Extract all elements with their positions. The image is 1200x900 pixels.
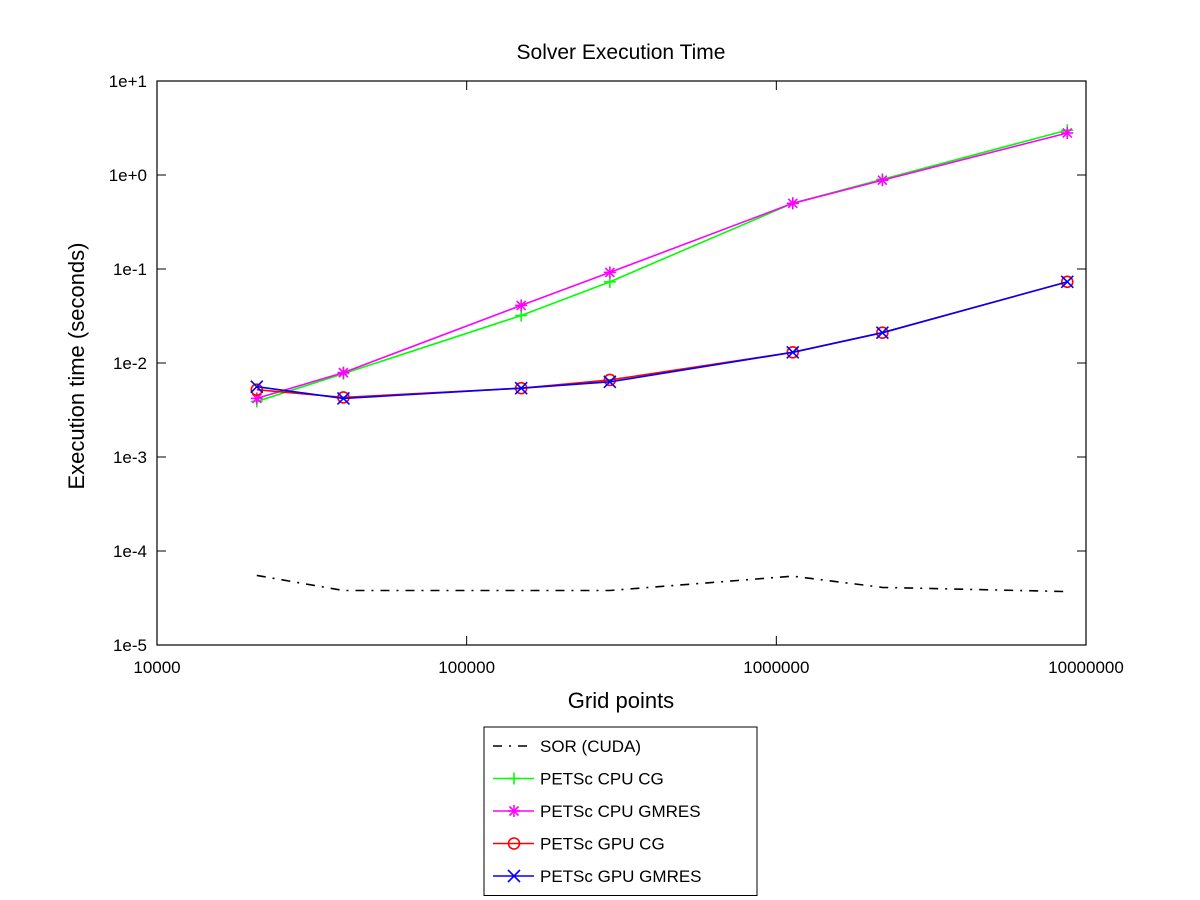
y-tick-label: 1e-2 [113, 354, 147, 373]
x-tick-label: 10000 [133, 658, 180, 677]
x-tick-label: 1000000 [743, 658, 809, 677]
data-point [786, 197, 799, 210]
series-line [256, 129, 1068, 403]
data-point [515, 299, 528, 312]
y-tick-label: 1e-3 [113, 448, 147, 467]
x-tick-label: 10000000 [1048, 658, 1124, 677]
series-line [256, 574, 1068, 593]
data-point [250, 392, 263, 405]
data-point [603, 373, 617, 387]
data-point [514, 381, 528, 395]
data-point [1060, 275, 1074, 289]
y-tick-label: 1e+0 [109, 166, 147, 185]
marker-stroke [877, 175, 888, 186]
marker-stroke [1062, 127, 1073, 139]
y-tick-label: 1e-4 [113, 542, 147, 561]
marker-stroke [514, 381, 528, 395]
marker-stroke [603, 375, 617, 389]
legend-label: SOR (CUDA) [540, 737, 641, 756]
series-line [256, 132, 1068, 400]
legend-entry: PETSc GPU GMRES [493, 867, 702, 886]
y-tick-label: 1e-1 [113, 260, 147, 279]
marker-stroke [603, 373, 617, 387]
legend-entry: PETSc CPU CG [493, 770, 664, 789]
marker-stroke [516, 300, 527, 311]
legend-entry: PETSc GPU CG [493, 835, 665, 854]
marker-stroke [1060, 275, 1074, 289]
series-petsc-gpu-cg [250, 275, 1074, 404]
data-point [876, 174, 889, 187]
marker-stroke [251, 393, 262, 404]
series-sor-cuda [256, 574, 1068, 593]
data-point [786, 345, 800, 359]
legend-label: PETSc GPU GMRES [540, 867, 702, 886]
data-point [250, 380, 264, 394]
legend-marker [507, 837, 521, 850]
data-point [515, 309, 528, 322]
chart-title: Solver Execution Time [517, 41, 726, 64]
plot-area: 10000 100000 1000000 10000000 1e-5 1e-4 1e-3 1e… [109, 72, 1124, 677]
marker-stroke [250, 380, 264, 394]
marker-stroke [338, 367, 349, 378]
marker-stroke [250, 383, 264, 396]
series-petsc-cpu-gmres [250, 126, 1074, 405]
series-line [256, 281, 1068, 400]
marker-stroke [875, 326, 889, 340]
data-point [337, 366, 350, 379]
x-tick-label: 100000 [438, 658, 495, 677]
series-line [256, 281, 1068, 399]
marker-stroke [507, 837, 521, 850]
data-point [786, 345, 800, 359]
legend: SOR (CUDA) PETSc CPU CG PETSc CPU GMRES PET… [483, 726, 758, 896]
legend-marker [507, 869, 521, 883]
marker-stroke [1060, 275, 1074, 289]
y-tick-label: 1e+1 [109, 72, 147, 91]
data-point [250, 383, 264, 396]
legend-label: PETSc CPU GMRES [540, 802, 701, 821]
y-axis-title: Execution time (seconds) [64, 243, 89, 490]
legend-marker [508, 772, 520, 785]
y-tick-label: 1e-5 [113, 636, 147, 655]
marker-stroke [786, 345, 800, 359]
marker-stroke [604, 267, 615, 278]
series-petsc-gpu-gmres [250, 275, 1074, 405]
legend-label: PETSc GPU CG [540, 835, 665, 854]
data-point [336, 391, 351, 405]
data-point [1061, 126, 1074, 139]
data-point [603, 266, 616, 279]
marker-stroke [876, 326, 889, 340]
legend-entry: SOR (CUDA) [493, 737, 641, 756]
legend-label: PETSc CPU CG [540, 770, 664, 789]
marker-stroke [508, 805, 520, 817]
legend-entry: PETSc CPU GMRES [493, 802, 701, 821]
data-point [603, 375, 617, 389]
series-petsc-cpu-cg [250, 124, 1074, 408]
marker-stroke [786, 345, 800, 359]
marker-stroke [336, 391, 351, 405]
data-point [876, 326, 889, 340]
marker-stroke [507, 869, 521, 883]
plot-frame [156, 80, 1087, 646]
x-axis-title: Grid points [568, 688, 674, 713]
data-point [1060, 275, 1074, 289]
data-point [875, 326, 889, 340]
legend-marker [508, 805, 520, 817]
marker-stroke [787, 198, 798, 209]
